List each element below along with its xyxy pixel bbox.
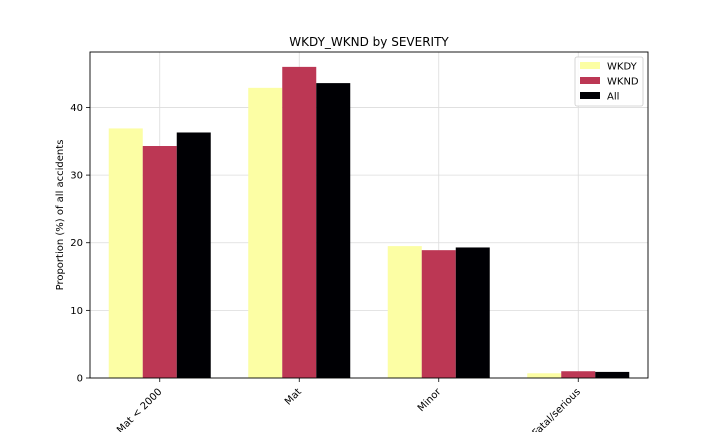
y-tick-label: 10 (70, 306, 83, 317)
x-tick-label: Fatal/serious (531, 387, 583, 432)
bar-all-1 (316, 83, 351, 378)
bar-all-2 (455, 247, 490, 378)
legend-label-wkdy: WKDY (607, 62, 638, 73)
bar-wkdy-3 (527, 373, 562, 378)
legend-label-all: All (607, 92, 619, 103)
bar-all-0 (176, 132, 211, 378)
legend-swatch-wkdy (580, 62, 600, 69)
bars (108, 66, 630, 379)
y-tick-label: 40 (70, 103, 83, 114)
chart-title: WKDY_WKND by SEVERITY (289, 35, 449, 49)
y-tick-label: 20 (70, 238, 83, 249)
axes (89, 51, 649, 379)
bar-wkdy-1 (248, 87, 283, 379)
bar-all-3 (595, 371, 630, 378)
y-tick-label: 0 (77, 374, 83, 385)
y-tick-label: 30 (70, 171, 83, 182)
bar-wknd-2 (421, 250, 456, 378)
legend-label-wknd: WKND (607, 77, 639, 88)
x-tick-label: Mat (283, 387, 304, 408)
bar-wknd-0 (142, 146, 177, 378)
bar-wknd-3 (561, 371, 596, 378)
plot-frame (89, 51, 649, 379)
legend: WKDY WKND All (574, 56, 644, 107)
x-tick-label: Minor (416, 386, 444, 414)
bar-wknd-1 (282, 66, 317, 378)
x-tick-label: Mat < 2000 (115, 387, 164, 432)
bar-wkdy-0 (108, 128, 143, 378)
y-axis-label: Proportion (%) of all accidents (55, 140, 66, 291)
bar-wkdy-2 (387, 246, 422, 378)
legend-swatch-all (580, 92, 600, 99)
legend-swatch-wknd (580, 77, 600, 84)
